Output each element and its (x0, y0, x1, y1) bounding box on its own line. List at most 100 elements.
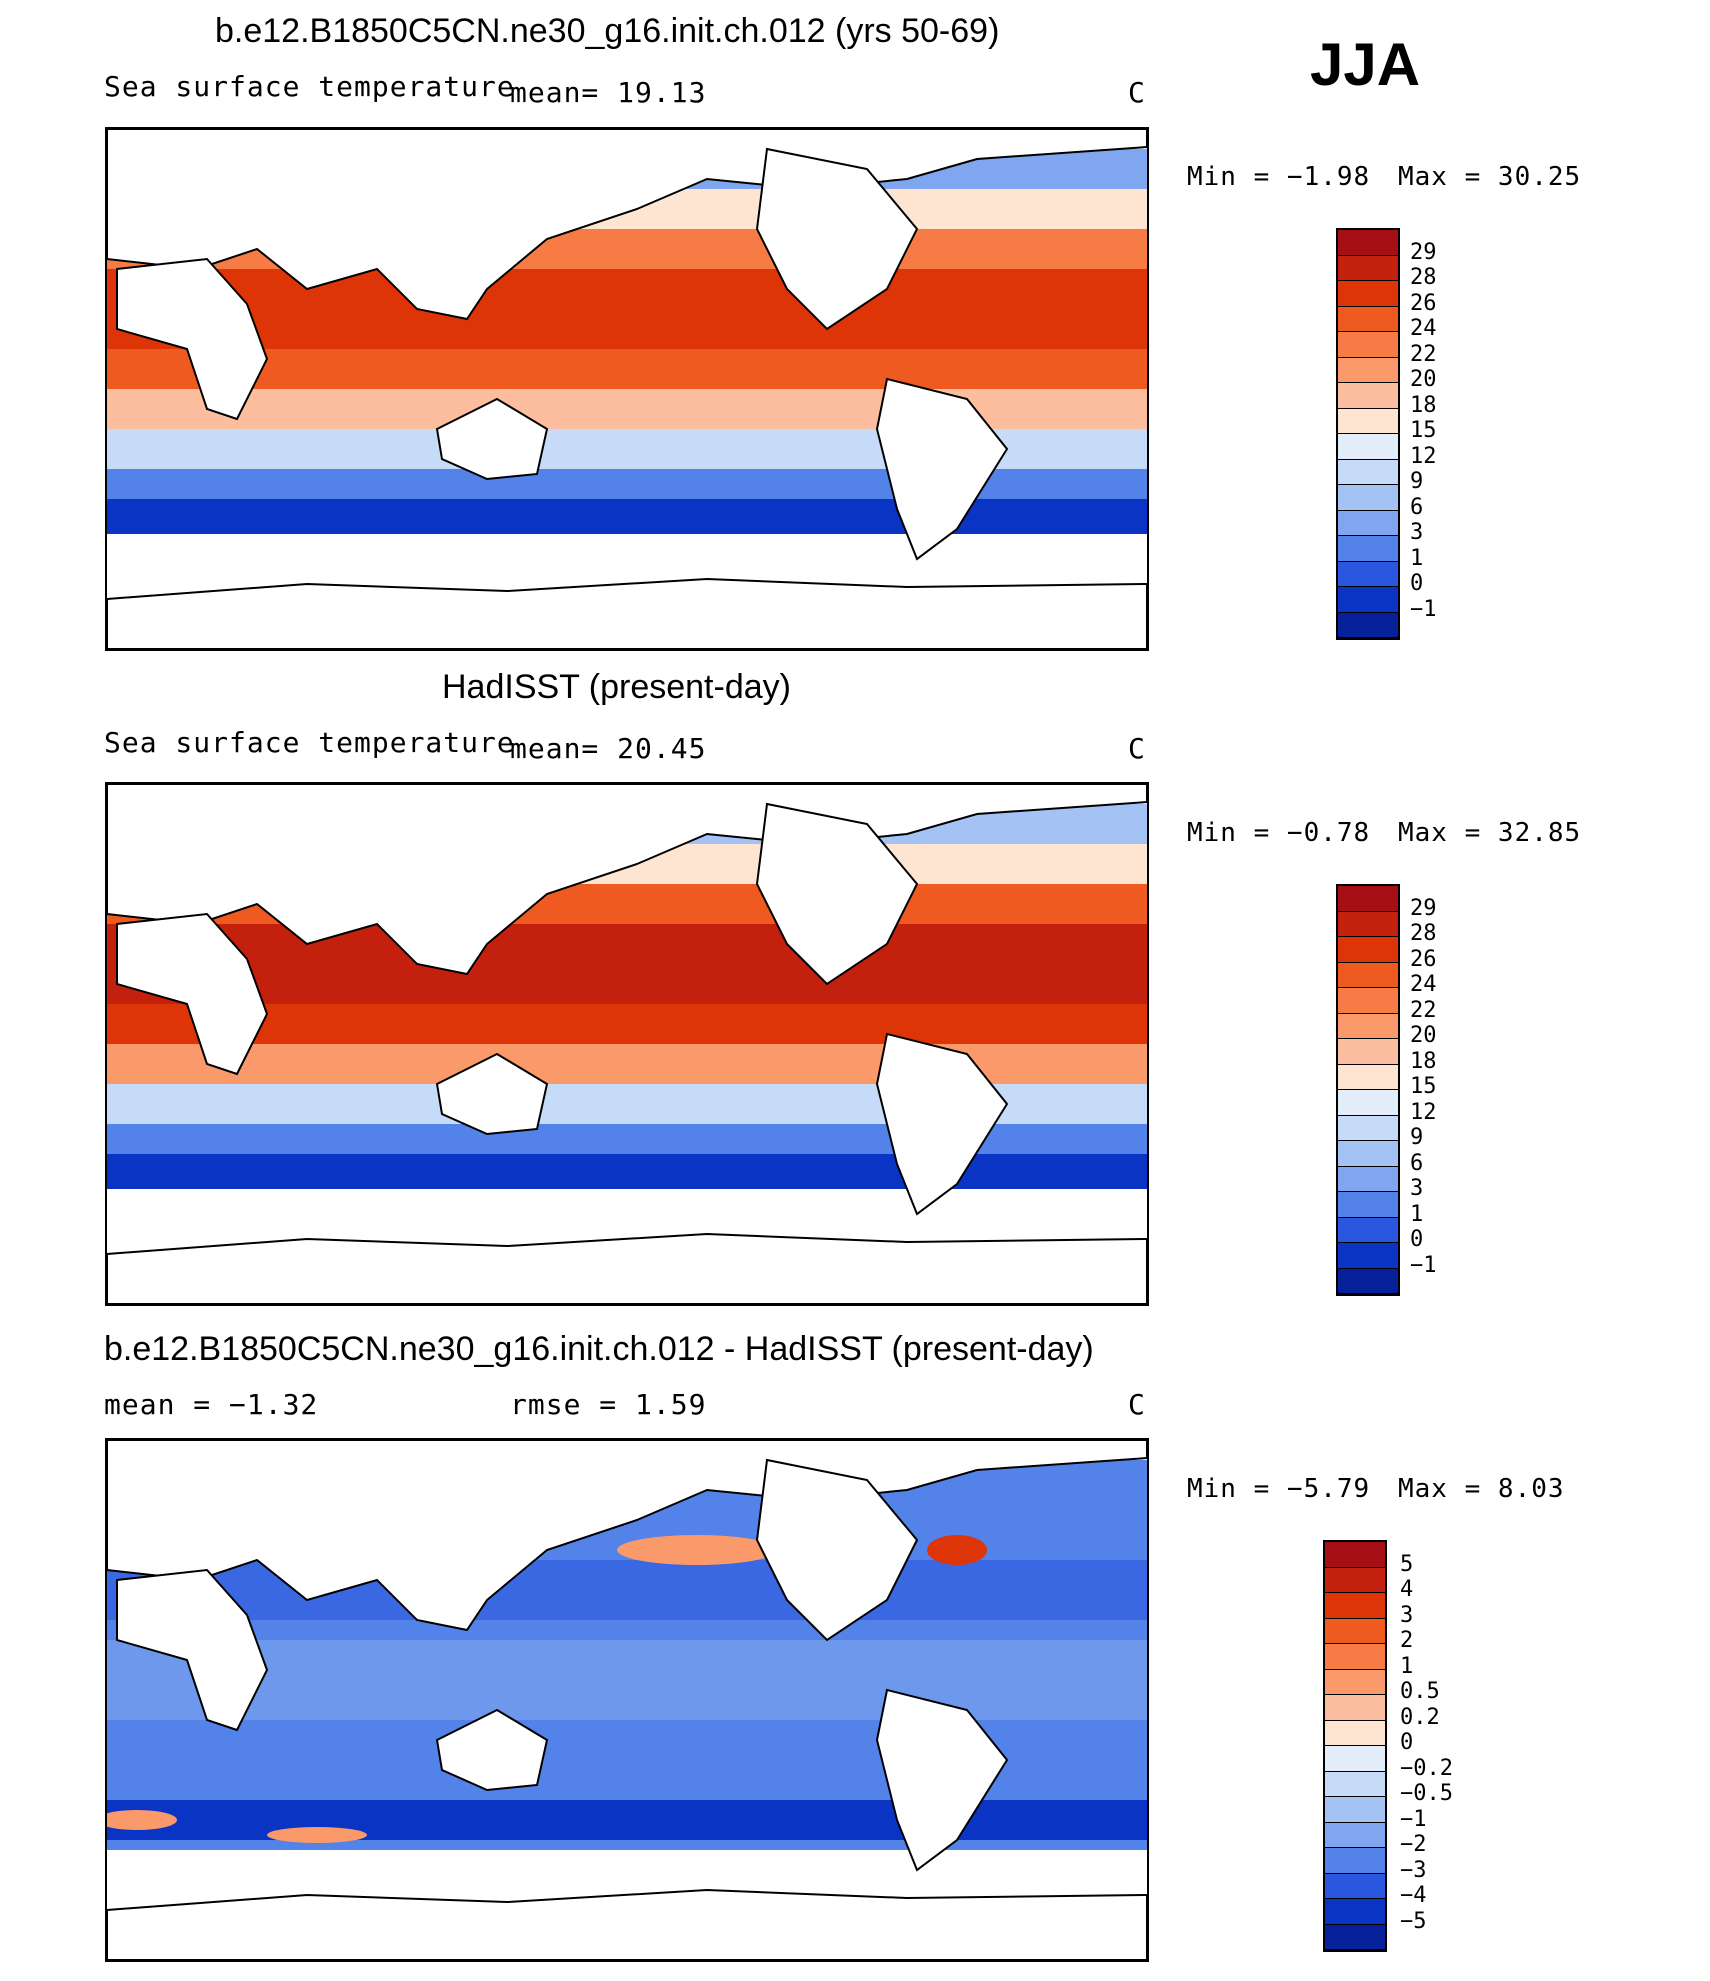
colorbar-tick-label: 20 (1410, 367, 1437, 392)
mean-label: mean= 20.45 (510, 732, 707, 765)
colorbar-tick-label: −1 (1400, 1806, 1427, 1832)
units-label: C (1128, 1388, 1146, 1421)
colorbar-swatch (1338, 962, 1398, 988)
colorbar-tick-label: 1 (1410, 545, 1424, 571)
colorbar-tick-label: 28 (1410, 265, 1437, 290)
min-value: Min = −0.78 (1187, 818, 1371, 848)
rmse-label: rmse = 1.59 (510, 1388, 707, 1421)
colorbar-tick-label: −0.5 (1400, 1781, 1453, 1806)
colorbar-tick-label: 9 (1410, 1125, 1424, 1150)
colorbar-tick-label: 24 (1410, 972, 1437, 997)
colorbar-tick-label: 3 (1410, 1176, 1424, 1201)
colorbar-tick-label: 26 (1410, 946, 1437, 972)
colorbar-swatch (1338, 383, 1398, 409)
colorbar-swatch (1325, 1899, 1385, 1925)
colorbar-tick-label: −1 (1410, 596, 1437, 622)
colorbar-tick-label: 3 (1410, 520, 1424, 545)
colorbar-swatch (1338, 332, 1398, 358)
colorbar-tick-label: 6 (1410, 1150, 1424, 1176)
colorbar-tick-label: 29 (1410, 239, 1437, 265)
colorbar-tick-label: 29 (1410, 895, 1437, 921)
colorbar-tick-label: −5 (1400, 1908, 1427, 1934)
colorbar-swatch (1325, 1822, 1385, 1848)
colorbar-swatch (1325, 1797, 1385, 1823)
colorbar-tick-label: −2 (1400, 1832, 1427, 1857)
colorbar (1323, 1540, 1387, 1952)
variable-label: Sea surface temperature (104, 726, 515, 759)
colorbar-swatch (1338, 408, 1398, 434)
panel-title: b.e12.B1850C5CN.ne30_g16.init.ch.012 (yr… (215, 12, 1000, 50)
colorbar-swatch (1338, 306, 1398, 332)
sst-field (107, 129, 1147, 649)
colorbar-swatch (1338, 1141, 1398, 1167)
colorbar-swatch (1325, 1567, 1385, 1593)
colorbar-tick-label: 1 (1410, 1201, 1424, 1227)
sst-field (107, 784, 1147, 1304)
colorbar-swatch (1325, 1873, 1385, 1899)
colorbar-tick-label: 4 (1400, 1577, 1414, 1602)
colorbar-tick-label: 28 (1410, 921, 1437, 946)
colorbar-swatch (1338, 988, 1398, 1014)
sst-map (105, 782, 1149, 1306)
mean-label: mean= 19.13 (510, 76, 707, 109)
colorbar-swatch (1325, 1771, 1385, 1797)
colorbar-tick-label: 5 (1400, 1551, 1414, 1577)
colorbar-tick-label: 3 (1400, 1602, 1414, 1628)
variable-label: Sea surface temperature (104, 70, 515, 103)
sst-difference-map (105, 1438, 1149, 1962)
colorbar-tick-label: −4 (1400, 1883, 1427, 1908)
colorbar-swatch (1325, 1695, 1385, 1721)
colorbar-tick-label: 22 (1410, 997, 1437, 1023)
colorbar-swatch (1338, 230, 1398, 256)
colorbar-tick-label: 6 (1410, 494, 1424, 520)
panel-title: b.e12.B1850C5CN.ne30_g16.init.ch.012 - H… (104, 1330, 1094, 1368)
colorbar-swatch (1338, 1166, 1398, 1192)
colorbar-tick-label: 18 (1410, 1048, 1437, 1074)
max-value: Max = 32.85 (1398, 818, 1582, 848)
colorbar-swatch (1325, 1669, 1385, 1695)
colorbar-tick-label: 24 (1410, 316, 1437, 341)
colorbar-swatch (1338, 1090, 1398, 1116)
colorbar-tick-label: 0.5 (1400, 1679, 1440, 1704)
colorbar-tick-label: 26 (1410, 290, 1437, 316)
colorbar-tick-label: 2 (1400, 1628, 1414, 1653)
colorbar-swatch (1338, 536, 1398, 562)
colorbar-swatch (1325, 1720, 1385, 1746)
colorbar-swatch (1325, 1618, 1385, 1644)
colorbar-swatch (1338, 1243, 1398, 1269)
colorbar-tick-label: −0.2 (1400, 1755, 1453, 1781)
colorbar-tick-label: 0 (1410, 571, 1424, 596)
units-label: C (1128, 76, 1146, 109)
colorbar-swatch (1325, 1542, 1385, 1568)
colorbar-swatch (1325, 1746, 1385, 1772)
colorbar-swatch (1325, 1593, 1385, 1619)
colorbar-tick-label: 0 (1410, 1227, 1424, 1252)
sst-map (105, 127, 1149, 651)
colorbar-swatch (1338, 434, 1398, 460)
colorbar-swatch (1338, 1064, 1398, 1090)
max-value: Max = 30.25 (1398, 162, 1582, 192)
colorbar-tick-label: −1 (1410, 1252, 1437, 1278)
colorbar-swatch (1338, 510, 1398, 536)
mean-label: mean = −1.32 (104, 1388, 319, 1421)
colorbar-swatch (1338, 1268, 1398, 1294)
colorbar-tick-label: 1 (1400, 1653, 1414, 1679)
colorbar-swatch (1338, 612, 1398, 638)
colorbar-tick-label: 15 (1410, 418, 1437, 443)
panel-title: HadISST (present-day) (442, 668, 791, 706)
colorbar-swatch (1338, 459, 1398, 485)
colorbar-tick-label: 12 (1410, 1099, 1437, 1125)
min-value: Min = −1.98 (1187, 162, 1371, 192)
sst-difference-field (107, 1440, 1147, 1960)
colorbar-tick-label: 18 (1410, 392, 1437, 418)
colorbar-swatch (1338, 886, 1398, 912)
colorbar-swatch (1338, 1115, 1398, 1141)
colorbar-swatch (1338, 1013, 1398, 1039)
colorbar-swatch (1338, 255, 1398, 281)
colorbar-swatch (1338, 281, 1398, 307)
colorbar-swatch (1338, 561, 1398, 587)
colorbar-tick-label: 15 (1410, 1074, 1437, 1099)
colorbar-tick-label: 0 (1400, 1730, 1414, 1755)
season-label: JJA (1310, 31, 1421, 98)
max-value: Max = 8.03 (1398, 1474, 1565, 1504)
